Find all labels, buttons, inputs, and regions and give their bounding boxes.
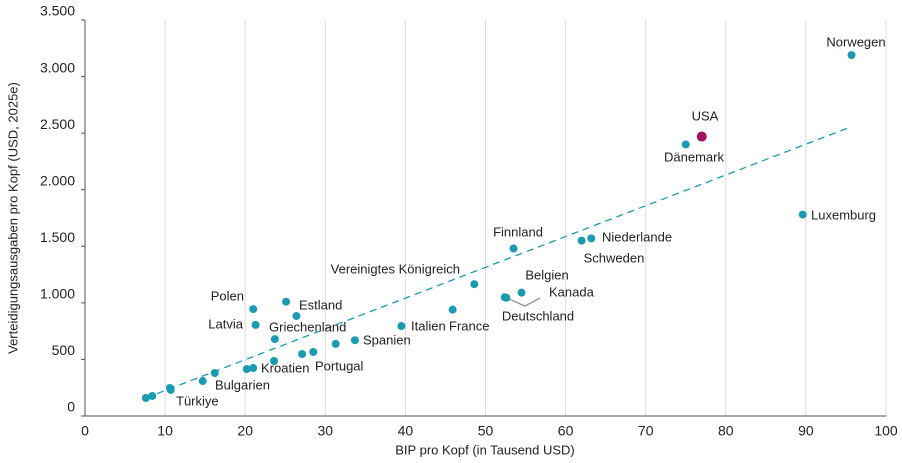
point-label: Finnland [493, 224, 543, 239]
point-label: Polen [211, 288, 244, 303]
point-label: Norwegen [826, 34, 885, 49]
y-tick-label: 2.500 [40, 116, 75, 132]
point-label: Vereinigtes Königreich [331, 261, 460, 276]
y-tick-label: 2.000 [40, 172, 75, 188]
data-point [509, 244, 518, 253]
point-label: Kroatien [261, 360, 309, 375]
data-point [249, 305, 258, 314]
point-label: Griechenland [269, 319, 346, 334]
data-point [298, 349, 307, 358]
x-tick-label: 100 [874, 423, 898, 439]
data-point [249, 364, 258, 373]
x-tick-label: 20 [237, 423, 253, 439]
data-point [210, 369, 219, 378]
y-tick-label: 0 [67, 399, 75, 415]
data-point [397, 322, 406, 331]
point-label: USA [692, 108, 719, 123]
x-axis-title: BIP pro Kopf (in Tausend USD) [395, 442, 574, 457]
data-point [282, 297, 291, 306]
y-tick-label: 1.500 [40, 229, 75, 245]
data-point [448, 305, 457, 314]
data-point [251, 320, 260, 329]
x-tick-label: 30 [318, 423, 334, 439]
data-point [309, 347, 318, 356]
point-label: Portugal [315, 358, 364, 373]
data-point [587, 234, 596, 243]
leader-line [508, 297, 541, 307]
point-label: Türkiye [176, 393, 219, 408]
data-point [798, 210, 807, 219]
data-point [198, 377, 207, 386]
y-tick-label: 3.000 [40, 59, 75, 75]
data-point [350, 336, 359, 345]
data-point [517, 288, 526, 297]
point-label: Niederlande [602, 229, 672, 244]
point-label: Dänemark [664, 149, 724, 164]
point-label: Schweden [584, 250, 645, 265]
data-point [148, 391, 157, 400]
data-point [166, 385, 175, 394]
x-tick-label: 90 [798, 423, 814, 439]
point-label: Belgien [525, 267, 568, 282]
data-point [292, 311, 301, 320]
x-tick-label: 70 [638, 423, 654, 439]
y-tick-label: 1.000 [40, 286, 75, 302]
x-tick-label: 40 [398, 423, 414, 439]
x-tick-label: 10 [157, 423, 173, 439]
point-label: Luxemburg [811, 207, 876, 222]
data-point [270, 335, 279, 344]
data-point [470, 280, 479, 289]
data-point [141, 394, 150, 403]
data-point [502, 293, 511, 302]
x-tick-label: 80 [718, 423, 734, 439]
point-label: Bulgarien [215, 377, 270, 392]
data-point [577, 236, 586, 245]
point-label: Deutschland [502, 308, 574, 323]
data-point [242, 365, 251, 374]
data-point [331, 339, 340, 348]
x-tick-label: 60 [558, 423, 574, 439]
data-point [696, 131, 707, 142]
x-tick-label: 50 [478, 423, 494, 439]
point-label: Kanada [549, 284, 595, 299]
point-label: France [449, 318, 489, 333]
y-axis-title: Verteidigungsausgaben pro Kopf (USD, 202… [5, 82, 20, 354]
point-label: Estland [299, 297, 342, 312]
trendline [145, 126, 851, 399]
point-label: Spanien [363, 332, 411, 347]
data-point [681, 140, 690, 149]
y-tick-label: 500 [52, 342, 76, 358]
data-point [847, 51, 856, 60]
x-tick-label: 0 [81, 423, 89, 439]
y-tick-label: 3.500 [40, 3, 75, 19]
point-label: Italien [411, 318, 446, 333]
data-point [270, 357, 279, 366]
point-label: Latvia [208, 316, 243, 331]
